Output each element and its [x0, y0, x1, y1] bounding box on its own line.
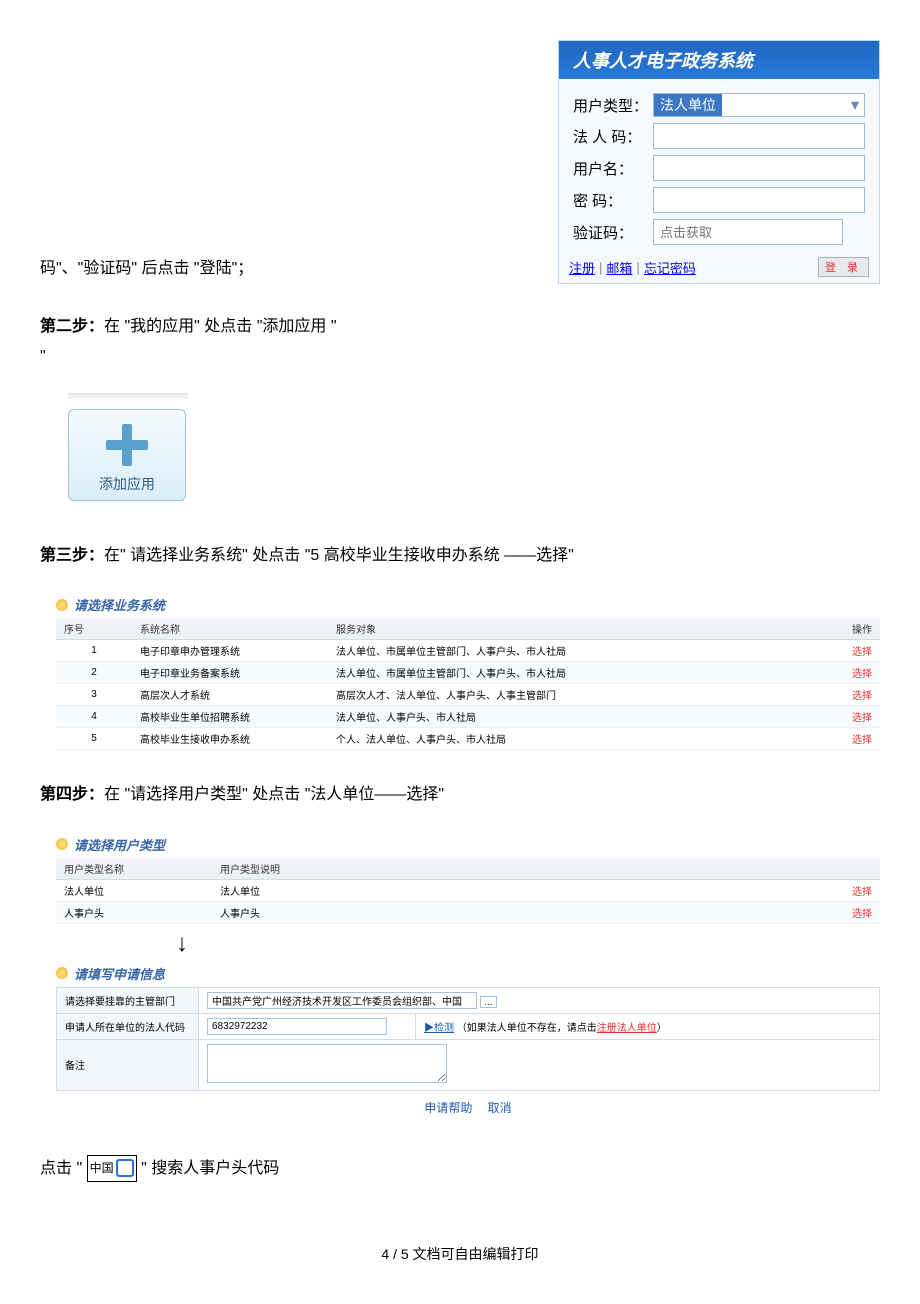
usertype-table: 用户类型名称 用户类型说明 法人单位法人单位选择人事户头人事户头选择	[56, 858, 880, 924]
login-title: 人事人才电子政务系统	[559, 41, 879, 79]
ellipsis-button[interactable]: …	[480, 996, 497, 1008]
hint-text: ）	[657, 1023, 667, 1034]
cell-target: 法人单位、人事户头、市人社局	[328, 706, 804, 728]
bullet-icon	[56, 967, 68, 979]
plus-icon	[102, 420, 152, 470]
dept-input[interactable]	[207, 992, 477, 1009]
ime-line: 点击 " 中国 " 搜索人事户头代码	[40, 1154, 880, 1184]
captcha-input[interactable]	[653, 219, 843, 245]
dept-label: 请选择要挂靠的主管部门	[57, 987, 199, 1013]
mail-link[interactable]: 邮箱	[606, 258, 632, 277]
cell-no: 5	[56, 728, 132, 750]
farena-input[interactable]	[207, 1018, 387, 1035]
select-link[interactable]: 选择	[852, 691, 872, 702]
add-app-label: 添加应用	[99, 476, 155, 492]
cell-name: 高校毕业生单位招聘系统	[132, 706, 328, 728]
cell-utype: 法人单位	[56, 879, 212, 901]
add-app-card: 添加应用	[68, 393, 880, 501]
captcha-label: 验证码：	[573, 222, 653, 243]
apply-actions: 申请帮助 取消	[56, 1091, 880, 1124]
remark-label: 备注	[57, 1039, 199, 1090]
check-button[interactable]: ▶检测	[424, 1023, 454, 1034]
select-link[interactable]: 选择	[852, 647, 872, 658]
username-input[interactable]	[653, 155, 865, 181]
col-utype: 用户类型名称	[56, 858, 212, 880]
usertype-panel-title: 请选择用户类型	[56, 835, 880, 854]
table-row: 4高校毕业生单位招聘系统法人单位、人事户头、市人社局 选择	[56, 706, 880, 728]
cell-udesc: 人事户头	[212, 901, 804, 923]
step4-text: 第四步：在 "请选择用户类型" 处点击 "法人单位——选择"	[40, 780, 880, 810]
add-app-tile[interactable]: 添加应用	[68, 409, 186, 501]
col-uop	[804, 858, 880, 880]
select-link[interactable]: 选择	[852, 887, 872, 898]
system-table: 序号 系统名称 服务对象 操作 1电子印章申办管理系统法人单位、市属单位主管部门…	[56, 618, 880, 750]
table-row: 人事户头人事户头 选择	[56, 901, 880, 923]
user-type-value: 法人单位	[654, 94, 722, 116]
cell-no: 3	[56, 684, 132, 706]
apply-panel-title: 请填写申请信息	[56, 964, 880, 983]
bullet-icon	[56, 838, 68, 850]
login-panel: 人事人才电子政务系统 用户类型： 法人单位 ▾ 法 人 码： 用户名： 密 码：	[558, 40, 880, 284]
select-link[interactable]: 选择	[852, 909, 872, 920]
cell-name: 电子印章业务备案系统	[132, 662, 328, 684]
apply-table: 请选择要挂靠的主管部门 … 申请人所在单位的法人代码 ▶检测 （如果法人单位不存…	[56, 987, 880, 1091]
user-type-label: 用户类型：	[573, 95, 653, 116]
cancel-link[interactable]: 取消	[488, 1101, 512, 1115]
help-link[interactable]: 申请帮助	[424, 1101, 472, 1115]
select-link[interactable]: 选择	[852, 669, 872, 680]
col-target: 服务对象	[328, 618, 804, 640]
cell-name: 高校毕业生接收申办系统	[132, 728, 328, 750]
hint-text: （如果法人单位不存在，请点击	[457, 1023, 597, 1034]
cell-no: 1	[56, 640, 132, 662]
username-label: 用户名：	[573, 158, 653, 179]
cell-no: 2	[56, 662, 132, 684]
separator: |	[599, 260, 602, 275]
ime-chip[interactable]: 中国	[87, 1155, 137, 1182]
cell-name: 电子印章申办管理系统	[132, 640, 328, 662]
col-udesc: 用户类型说明	[212, 858, 804, 880]
password-label: 密 码：	[573, 190, 653, 211]
farena-label: 申请人所在单位的法人代码	[57, 1013, 199, 1039]
code-label: 法 人 码：	[573, 126, 653, 147]
password-input[interactable]	[653, 187, 865, 213]
table-row: 法人单位法人单位 选择	[56, 879, 880, 901]
col-op: 操作	[804, 618, 880, 640]
cell-name: 高层次人才系统	[132, 684, 328, 706]
step2-text: 第二步：在 "我的应用" 处点击 "添加应用 ""	[40, 312, 880, 373]
chevron-down-icon: ▾	[846, 95, 864, 115]
table-row: 2电子印章业务备案系统法人单位、市属单位主管部门、人事户头、市人社局 选择	[56, 662, 880, 684]
step3-text: 第三步：在" 请选择业务系统" 处点击 "5 高校毕业生接收申办系统 ——选择"	[40, 541, 880, 571]
cell-target: 高层次人才、法人单位、人事户头、人事主管部门	[328, 684, 804, 706]
col-no: 序号	[56, 618, 132, 640]
register-farena-link[interactable]: 注册法人单位	[597, 1023, 657, 1034]
intro-line: 码"、"验证码" 后点击 "登陆"；	[40, 254, 253, 284]
code-input[interactable]	[653, 123, 865, 149]
login-button[interactable]: 登 录	[818, 257, 869, 277]
cell-utype: 人事户头	[56, 901, 212, 923]
forgot-link[interactable]: 忘记密码	[644, 258, 696, 277]
cell-target: 法人单位、市属单位主管部门、人事户头、市人社局	[328, 640, 804, 662]
arrow-down-icon: ↓	[176, 930, 880, 958]
table-row: 5高校毕业生接收申办系统个人、法人单位、人事户头、市人社局 选择	[56, 728, 880, 750]
col-name: 系统名称	[132, 618, 328, 640]
table-row: 1电子印章申办管理系统法人单位、市属单位主管部门、人事户头、市人社局 选择	[56, 640, 880, 662]
cell-target: 个人、法人单位、人事户头、市人社局	[328, 728, 804, 750]
ime-icon	[116, 1159, 134, 1177]
cell-udesc: 法人单位	[212, 879, 804, 901]
select-link[interactable]: 选择	[852, 713, 872, 724]
register-link[interactable]: 注册	[569, 258, 595, 277]
table-row: 3高层次人才系统高层次人才、法人单位、人事户头、人事主管部门 选择	[56, 684, 880, 706]
remark-textarea[interactable]	[207, 1044, 447, 1083]
cell-target: 法人单位、市属单位主管部门、人事户头、市人社局	[328, 662, 804, 684]
separator: |	[636, 260, 639, 275]
cell-no: 4	[56, 706, 132, 728]
page-footer: 4 / 5 文档可自由编辑打印	[40, 1244, 880, 1264]
card-shadow	[68, 393, 188, 399]
user-type-select[interactable]: 法人单位 ▾	[653, 93, 865, 117]
bullet-icon	[56, 599, 68, 611]
system-panel-title: 请选择业务系统	[56, 595, 880, 614]
select-link[interactable]: 选择	[852, 735, 872, 746]
